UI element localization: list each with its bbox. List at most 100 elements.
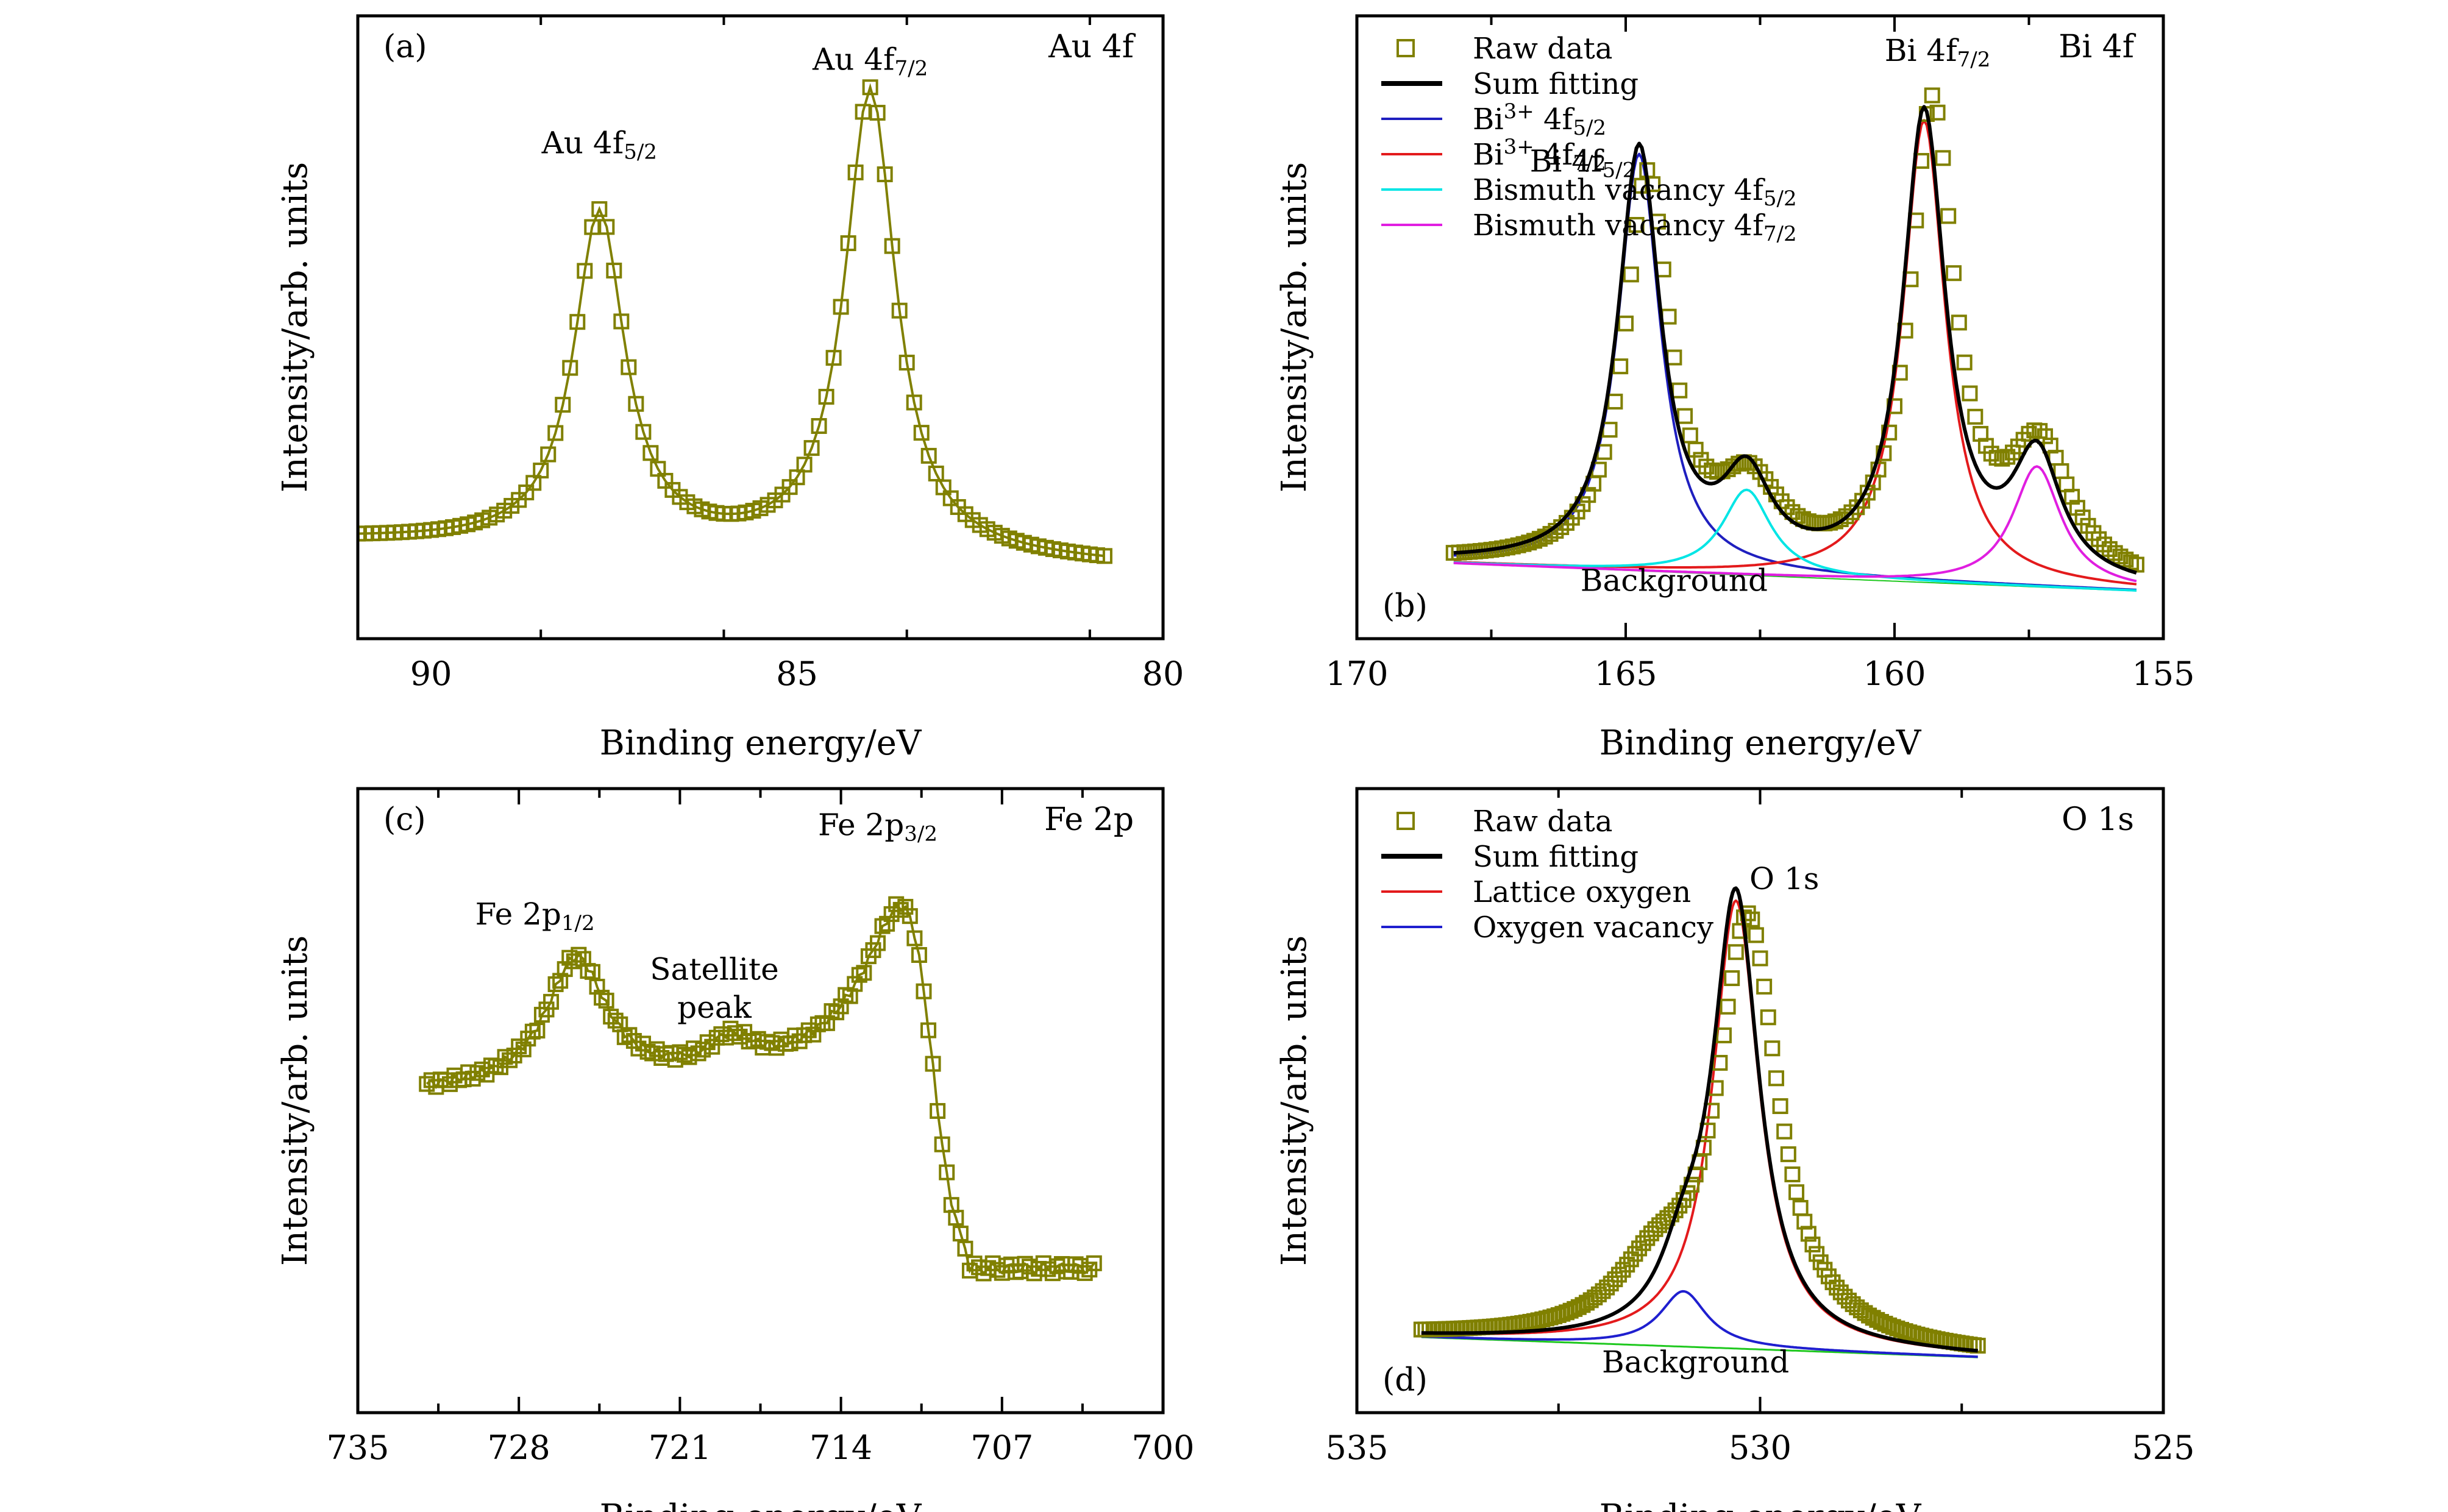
x-tick-label: 155 xyxy=(2132,655,2194,693)
y-axis-title: Intensity/arb. units xyxy=(276,935,315,1266)
series-line-lattice-oxygen xyxy=(1421,899,1978,1353)
data-point xyxy=(1800,1226,1816,1242)
series-line-bismuth-vacancy-4f7-2 xyxy=(1453,465,2137,583)
data-point xyxy=(2123,554,2140,570)
region-label: Bi 4f xyxy=(2058,29,2136,65)
peak-annotation: Fe 2p1/2 xyxy=(475,896,595,935)
data-point xyxy=(1876,445,1892,461)
legend-entry: Bismuth vacancy 4f5/2 xyxy=(1473,173,1797,211)
peak-annotation-part-0: Satellite xyxy=(650,951,778,987)
legend-entry: Sum fitting xyxy=(1473,840,1639,874)
legend-entry: Lattice oxygen xyxy=(1473,875,1691,909)
data-point xyxy=(2091,531,2107,547)
data-point xyxy=(1607,1271,1623,1288)
data-point xyxy=(1643,1225,1659,1241)
data-point xyxy=(1946,265,1962,282)
legend-entry-part-3: 5/2 xyxy=(1573,116,1606,140)
data-point xyxy=(1870,461,1887,478)
peak-annotation-part-0: O 1s xyxy=(1749,861,1819,896)
data-point xyxy=(1724,970,1740,987)
peak-annotation-part-1: 5/2 xyxy=(1603,158,1636,183)
data-point xyxy=(1715,1027,1732,1043)
x-tick-label: 165 xyxy=(1594,655,1657,693)
plot-area-a xyxy=(358,79,1112,564)
peak-annotation-part-1: 5/2 xyxy=(624,140,657,164)
data-point xyxy=(1924,87,1940,104)
legend-entry-part-2: 4f xyxy=(1534,102,1575,137)
data-point xyxy=(1885,1319,1901,1335)
panel-c: 735 728 721 714 707 700 Binding energy/eV Inten… xyxy=(276,787,1195,1512)
plot-area-c xyxy=(419,896,1102,1282)
data-point xyxy=(851,967,867,983)
data-point xyxy=(1877,1316,1893,1332)
data-point xyxy=(1727,944,1744,960)
x-tick-label: 85 xyxy=(776,655,818,693)
data-point xyxy=(902,908,918,925)
legend-entry: Bi3+ 4f5/2 xyxy=(1473,99,1606,140)
region-label: O 1s xyxy=(2062,801,2134,838)
legend-entry-part-0: Raw data xyxy=(1473,804,1612,839)
data-point xyxy=(1607,393,1623,410)
region-label: Fe 2p xyxy=(1044,801,1134,838)
panel-label: (d) xyxy=(1382,1362,1428,1399)
data-point xyxy=(2069,500,2085,516)
data-point xyxy=(533,463,549,479)
data-point xyxy=(842,988,858,1004)
x-axis-title: Binding energy/eV xyxy=(600,1497,922,1512)
data-point xyxy=(708,1029,725,1046)
legend-entry-part-2: 4f xyxy=(1534,138,1575,172)
data-point xyxy=(1967,408,1984,425)
data-point xyxy=(1790,508,1806,524)
data-point xyxy=(1618,315,1634,332)
data-point xyxy=(547,425,564,441)
data-point xyxy=(862,79,878,96)
data-point xyxy=(803,440,820,456)
data-point xyxy=(2053,463,2069,480)
data-point xyxy=(1599,1279,1615,1296)
data-point xyxy=(1999,449,2016,465)
y-axis-title: Intensity/arb. units xyxy=(276,162,315,492)
raw-data-line-c xyxy=(425,901,1095,1276)
data-point xyxy=(1804,1237,1821,1253)
legend-entry: Bi3+ 4f7/2 xyxy=(1473,135,1606,176)
data-point xyxy=(1682,427,1698,444)
peak-annotation: Au 4f5/2 xyxy=(541,125,657,164)
plot-area-d xyxy=(1413,886,1986,1358)
data-point xyxy=(1829,1279,1845,1296)
data-point xyxy=(818,389,834,405)
x-tick-label: 530 xyxy=(1729,1429,1792,1467)
data-point xyxy=(1558,1304,1574,1321)
data-point xyxy=(1627,1246,1643,1262)
data-point xyxy=(1973,425,1989,442)
data-point xyxy=(1756,978,1773,995)
data-point xyxy=(1655,261,1671,278)
data-point xyxy=(1639,1230,1656,1246)
data-point xyxy=(1619,1257,1635,1273)
region-label: Au 4f xyxy=(1048,29,1136,65)
data-point xyxy=(1615,1262,1631,1278)
data-point xyxy=(540,446,557,463)
data-point xyxy=(1962,385,1978,402)
data-point xyxy=(1869,1311,1885,1328)
data-point xyxy=(2021,425,2037,442)
data-point xyxy=(1893,1322,1910,1338)
data-point xyxy=(589,979,605,995)
data-point xyxy=(1796,1213,1813,1230)
data-point xyxy=(1687,441,1704,458)
legend-entry-part-1: 3+ xyxy=(1504,135,1534,159)
data-point xyxy=(811,418,827,435)
x-tick-label: 525 xyxy=(2132,1429,2194,1467)
data-point xyxy=(879,915,895,932)
data-point xyxy=(1603,1276,1619,1292)
data-point xyxy=(628,396,644,412)
data-point xyxy=(2074,509,2091,526)
peak-annotation-part-0: peak xyxy=(677,990,752,1025)
data-point xyxy=(1881,1317,1898,1333)
peak-annotation: O 1s xyxy=(1749,861,1819,896)
data-point xyxy=(543,993,560,1010)
x-tick-label: 160 xyxy=(1863,655,1926,693)
data-point xyxy=(1744,911,1760,928)
legend-entry: Oxygen vacancy xyxy=(1473,910,1713,945)
x-tick-label: 80 xyxy=(1142,655,1184,693)
